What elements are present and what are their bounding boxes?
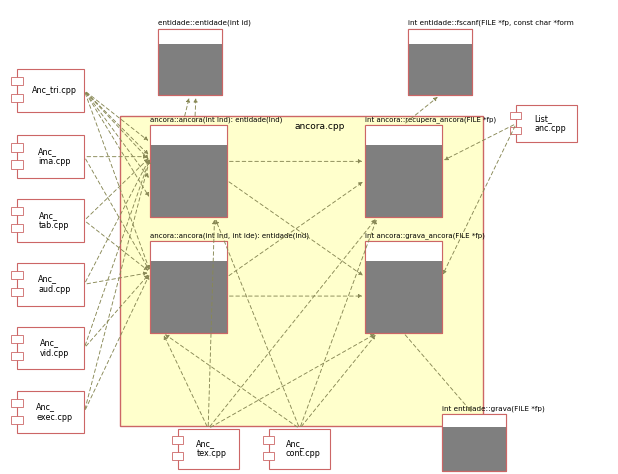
Text: int entidade::grava(FILE *fp): int entidade::grava(FILE *fp) (441, 405, 544, 412)
Bar (17, 69, 84, 112)
Bar (365, 125, 441, 217)
Bar (11, 144, 23, 152)
Bar (11, 77, 23, 85)
Bar (17, 136, 84, 178)
Bar (11, 399, 23, 407)
Bar (365, 240, 441, 333)
Bar (158, 29, 222, 44)
Bar (11, 207, 23, 215)
Bar (365, 125, 441, 217)
Text: ancora::ancora(int Ind, int ide): entidade(Ind): ancora::ancora(int Ind, int ide): entida… (150, 232, 310, 238)
Bar (516, 105, 577, 143)
Text: Anc_
exec.cpp: Anc_ exec.cpp (36, 402, 72, 421)
Text: List_
anc.cpp: List_ anc.cpp (534, 114, 566, 133)
Text: Anc_
vid.cpp: Anc_ vid.cpp (40, 338, 69, 358)
Bar (11, 224, 23, 232)
Text: Anc_
tab.cpp: Anc_ tab.cpp (39, 211, 70, 230)
Bar (17, 263, 84, 306)
Bar (17, 391, 84, 433)
Text: ancora.cpp: ancora.cpp (294, 122, 344, 131)
Bar (408, 29, 472, 95)
Bar (150, 125, 227, 217)
Text: int ancora::recupera_ancora(FILE *fp): int ancora::recupera_ancora(FILE *fp) (365, 116, 496, 123)
Bar (11, 416, 23, 424)
Text: ancora::ancora(int Ind): entidade(Ind): ancora::ancora(int Ind): entidade(Ind) (150, 116, 283, 123)
Text: Anc_
cont.cpp: Anc_ cont.cpp (286, 439, 320, 458)
Bar (510, 127, 521, 134)
Text: entidade::entidade(int id): entidade::entidade(int id) (158, 20, 251, 26)
Bar (177, 428, 239, 469)
Bar (17, 199, 84, 242)
Bar (11, 352, 23, 360)
Bar (441, 414, 506, 471)
Bar (11, 94, 23, 102)
Text: Anc_
ima.cpp: Anc_ ima.cpp (38, 147, 70, 166)
Bar (120, 117, 483, 426)
Text: Anc_
aud.cpp: Anc_ aud.cpp (38, 274, 70, 294)
Bar (11, 288, 23, 296)
Bar (158, 29, 222, 95)
Bar (150, 125, 227, 217)
Bar (11, 271, 23, 279)
Bar (408, 29, 472, 44)
Bar (408, 29, 472, 95)
Text: int entidade::fscanf(FILE *fp, const char *form: int entidade::fscanf(FILE *fp, const cha… (408, 20, 574, 26)
Bar (11, 335, 23, 343)
Bar (365, 125, 441, 145)
Text: Anc_
tex.cpp: Anc_ tex.cpp (197, 439, 226, 458)
Bar (441, 414, 506, 427)
Bar (150, 240, 227, 261)
Bar (263, 436, 274, 444)
Bar (172, 436, 182, 444)
Bar (263, 452, 274, 460)
Bar (11, 161, 23, 169)
Bar (172, 452, 182, 460)
Bar (150, 125, 227, 145)
Text: int ancora::grava_ancora(FILE *fp): int ancora::grava_ancora(FILE *fp) (365, 232, 485, 238)
Bar (158, 29, 222, 95)
Bar (17, 327, 84, 369)
Bar (150, 240, 227, 333)
Bar (150, 240, 227, 333)
Text: Anc_tri.cpp: Anc_tri.cpp (32, 86, 77, 95)
Bar (365, 240, 441, 333)
Bar (441, 414, 506, 471)
Bar (365, 240, 441, 261)
Bar (269, 428, 330, 469)
Bar (510, 112, 521, 119)
